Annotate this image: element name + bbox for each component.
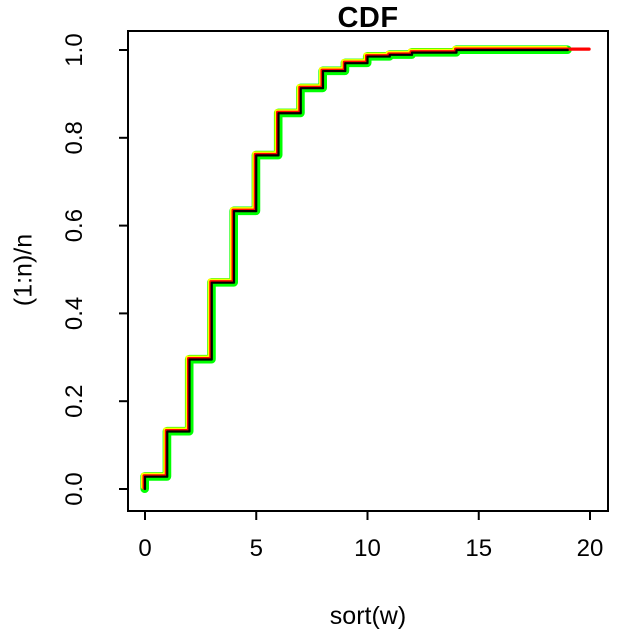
step-line-yellow bbox=[141, 46, 568, 489]
y-tick-label: 0.0 bbox=[61, 472, 88, 505]
plot-box bbox=[127, 30, 609, 512]
x-tick-label: 20 bbox=[577, 535, 604, 562]
x-tick-label: 0 bbox=[138, 535, 151, 562]
y-tick-label: 0.4 bbox=[61, 297, 88, 330]
step-line-green bbox=[140, 45, 572, 493]
x-tick-label: 10 bbox=[354, 535, 381, 562]
y-tick-label: 0.2 bbox=[61, 385, 88, 418]
chart-title: CDF bbox=[337, 2, 399, 34]
x-tick-label: 15 bbox=[465, 535, 492, 562]
x-tick-label: 5 bbox=[250, 535, 263, 562]
y-tick-label: 0.6 bbox=[61, 209, 88, 242]
step-line-black bbox=[143, 48, 569, 491]
y-tick-label: 0.8 bbox=[61, 121, 88, 154]
step-line-red bbox=[142, 47, 591, 490]
y-tick-label: 1.0 bbox=[61, 33, 88, 66]
x-axis-label: sort(w) bbox=[329, 602, 407, 630]
